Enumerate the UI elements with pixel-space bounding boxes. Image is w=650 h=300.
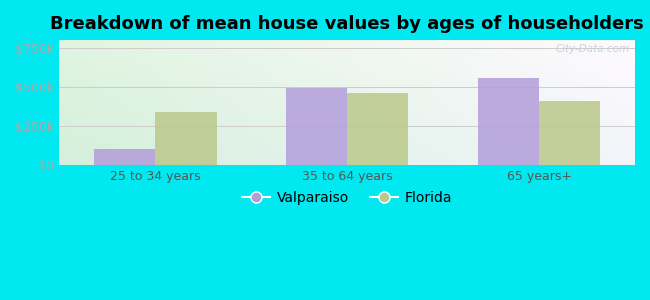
Title: Breakdown of mean house values by ages of householders: Breakdown of mean house values by ages o… bbox=[50, 15, 644, 33]
Legend: Valparaiso, Florida: Valparaiso, Florida bbox=[237, 185, 458, 210]
Bar bbox=[285, 88, 347, 165]
Bar bbox=[94, 148, 155, 165]
Bar bbox=[478, 78, 539, 165]
Bar bbox=[539, 101, 601, 165]
Text: City-Data.com: City-Data.com bbox=[555, 44, 629, 54]
Bar bbox=[155, 112, 216, 165]
Bar bbox=[347, 93, 408, 165]
